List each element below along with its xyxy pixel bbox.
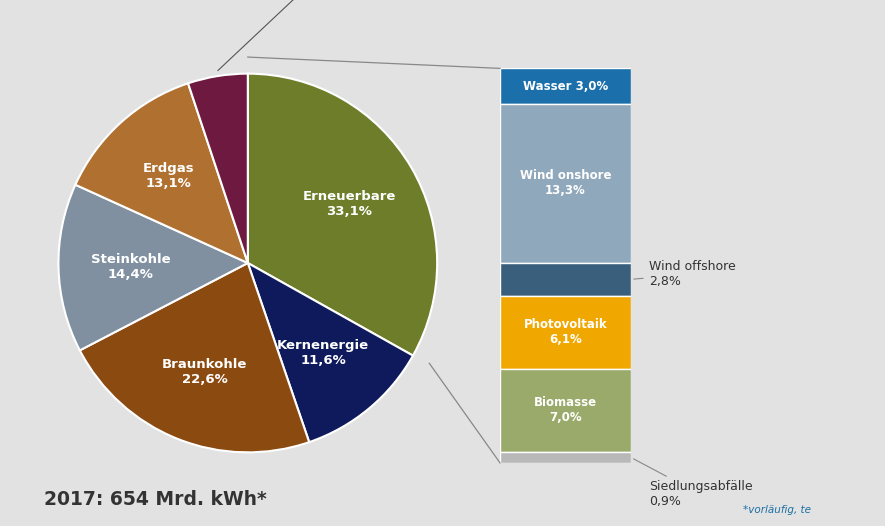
Bar xyxy=(500,262,631,296)
Bar xyxy=(500,452,631,463)
Text: Steinkohle
14,4%: Steinkohle 14,4% xyxy=(90,252,170,281)
Text: Biomasse
7,0%: Biomasse 7,0% xyxy=(534,397,597,424)
Text: Erdgas
13,1%: Erdgas 13,1% xyxy=(143,162,195,190)
Text: Siedlungsabfälle
0,9%: Siedlungsabfälle 0,9% xyxy=(634,459,752,508)
Text: Photovoltaik
6,1%: Photovoltaik 6,1% xyxy=(524,318,607,347)
Wedge shape xyxy=(58,185,248,350)
Text: 2017: 654 Mrd. kWh*: 2017: 654 Mrd. kWh* xyxy=(44,490,267,509)
Wedge shape xyxy=(248,74,437,356)
Wedge shape xyxy=(75,83,248,263)
Wedge shape xyxy=(80,263,309,452)
Text: Braunkohle
22,6%: Braunkohle 22,6% xyxy=(162,358,247,386)
Bar xyxy=(500,369,631,452)
Bar xyxy=(500,104,631,262)
Text: Kernenergie
11,6%: Kernenergie 11,6% xyxy=(277,339,369,367)
Wedge shape xyxy=(189,74,248,263)
Text: Wind offshore
2,8%: Wind offshore 2,8% xyxy=(634,260,735,288)
Bar xyxy=(500,296,631,369)
Text: Wasser 3,0%: Wasser 3,0% xyxy=(523,80,608,93)
Text: *vorläufig, te: *vorläufig, te xyxy=(743,505,812,515)
Wedge shape xyxy=(248,263,413,442)
Bar xyxy=(500,68,631,104)
Text: Sonstige
5,1%: Sonstige 5,1% xyxy=(218,0,342,70)
Text: Wind onshore
13,3%: Wind onshore 13,3% xyxy=(519,169,612,197)
Text: Erneuerbare
33,1%: Erneuerbare 33,1% xyxy=(303,189,396,218)
